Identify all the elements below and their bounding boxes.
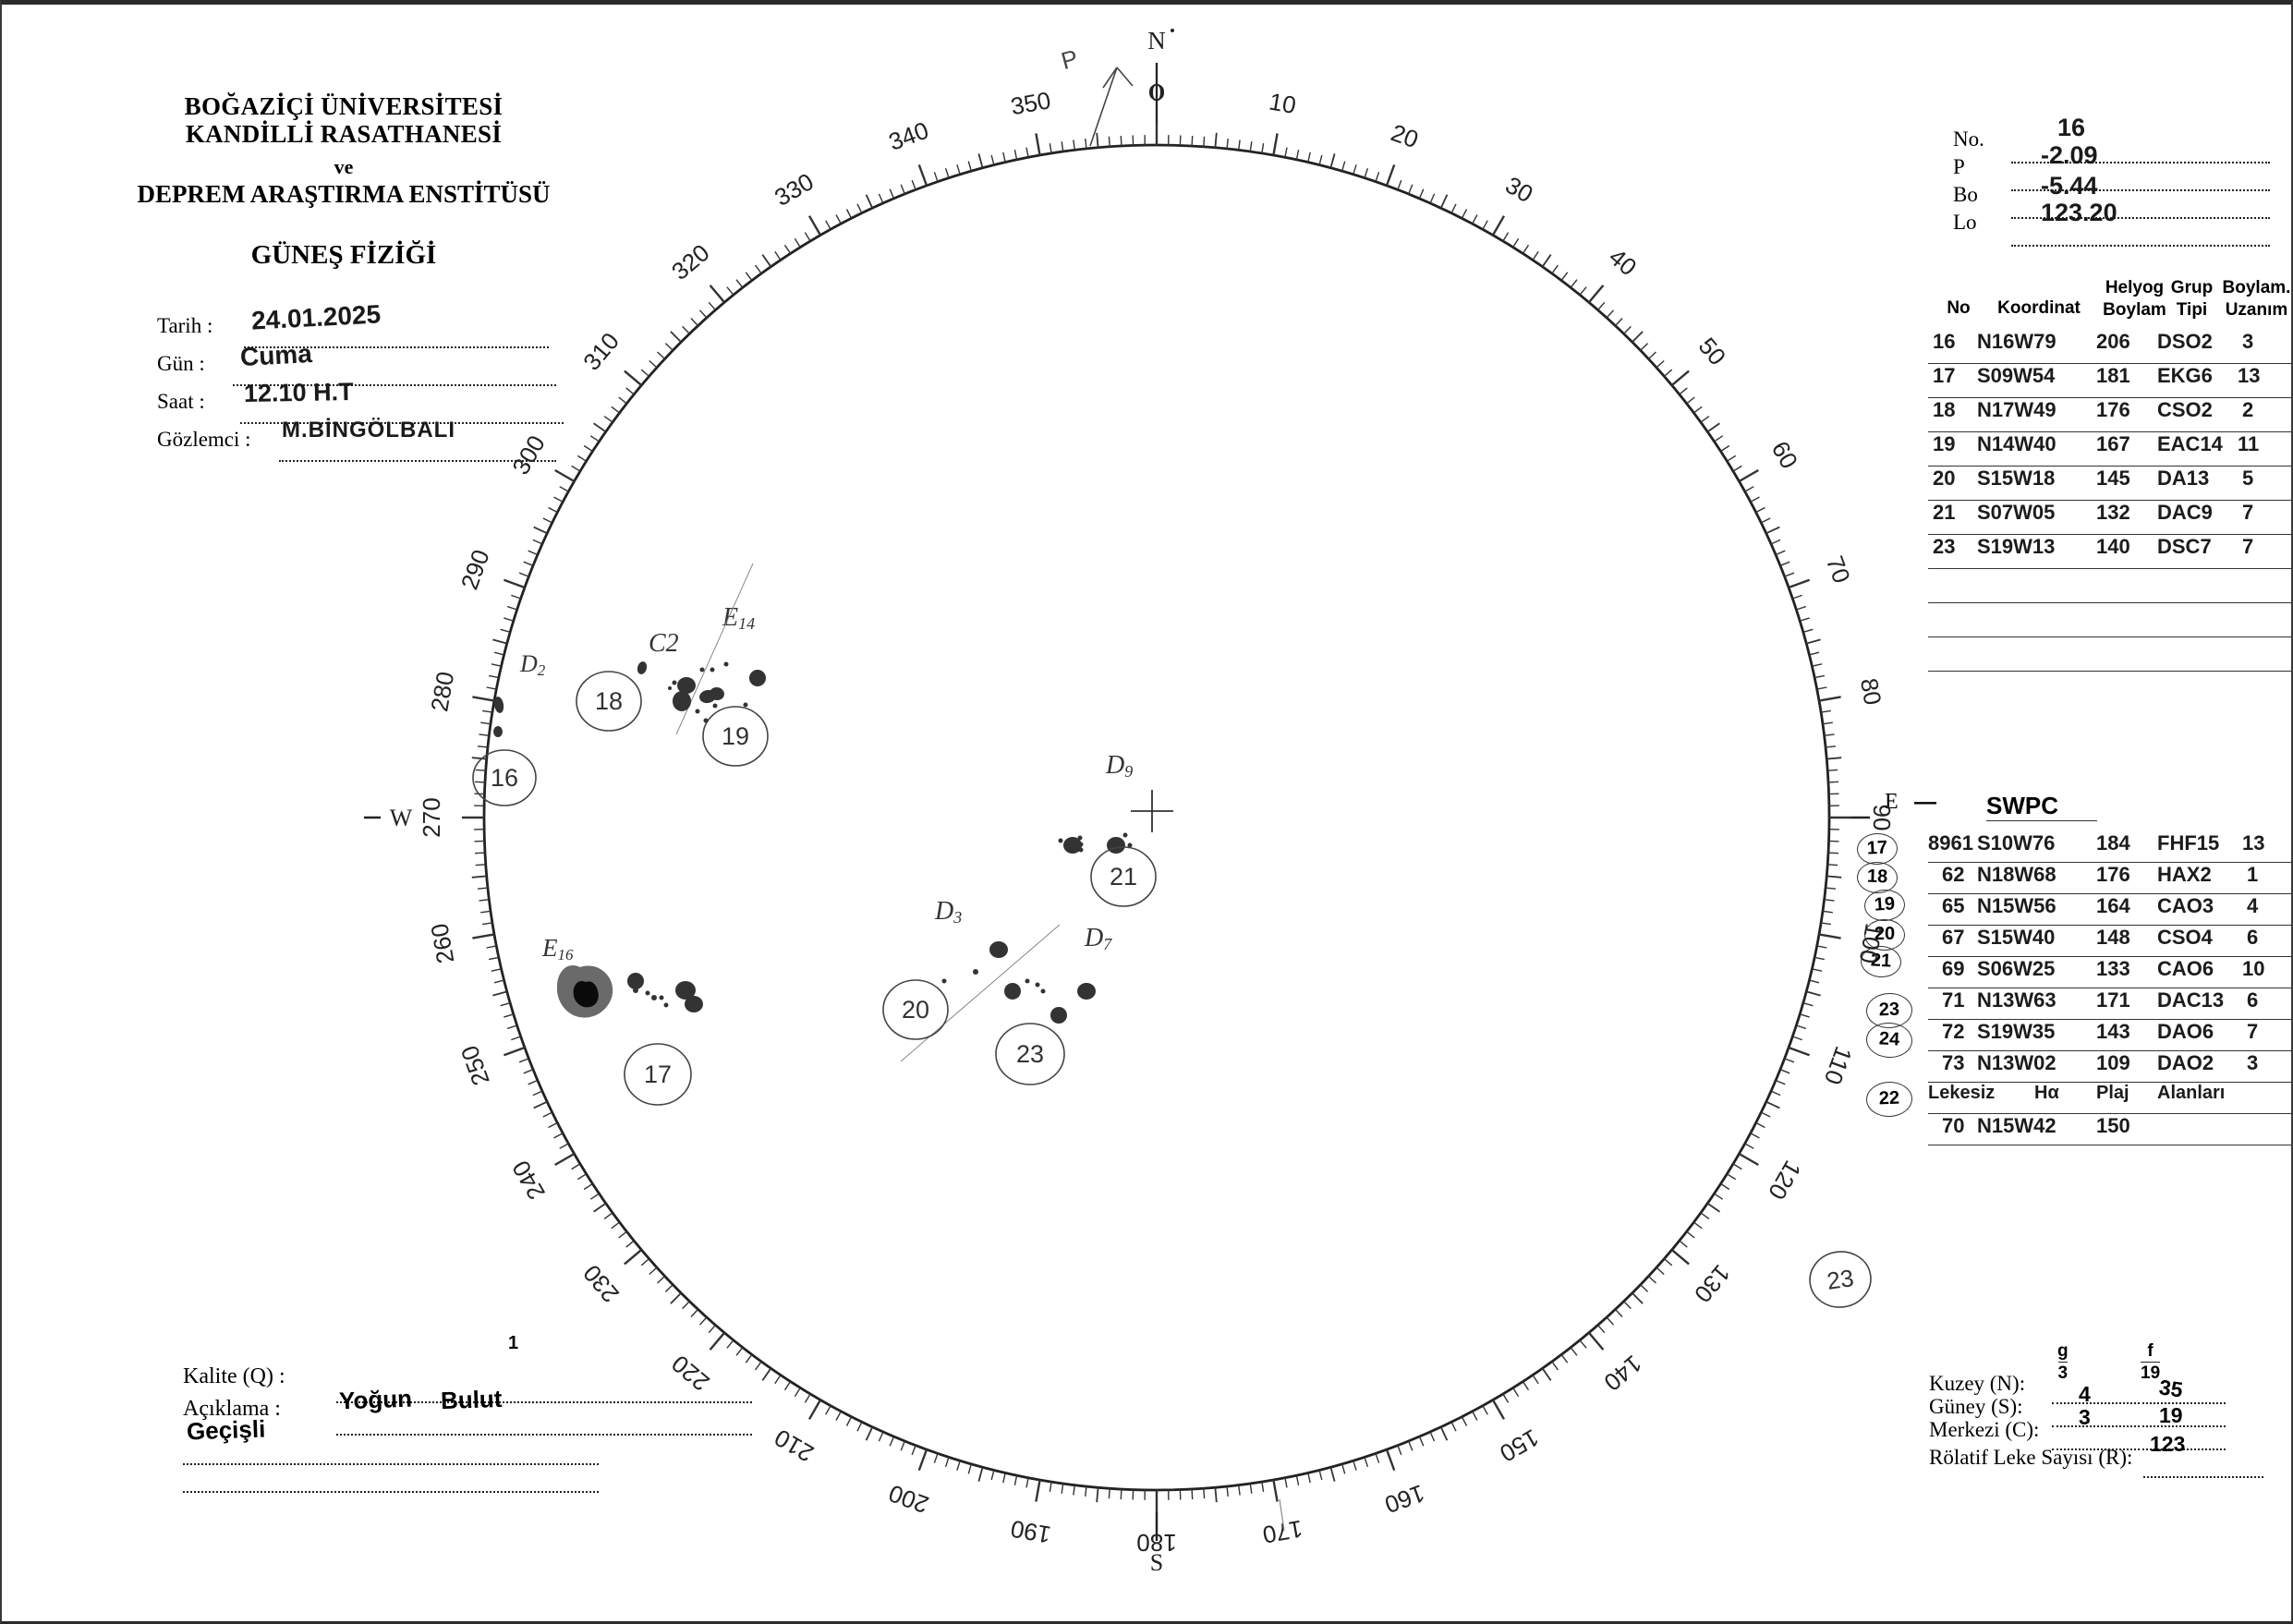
svg-text:120: 120 [1763, 1156, 1807, 1205]
svg-text:18: 18 [595, 687, 623, 715]
svg-text:16: 16 [491, 764, 518, 792]
svg-text:110: 110 [1819, 1043, 1858, 1088]
svg-text:100: 100 [1854, 921, 1888, 965]
svg-text:140: 140 [1598, 1350, 1647, 1397]
svg-text:280: 280 [425, 670, 459, 714]
svg-text:60: 60 [1766, 436, 1803, 473]
svg-text:250: 250 [455, 1042, 495, 1089]
svg-text:D7: D7 [1084, 924, 1112, 953]
svg-text:D3: D3 [934, 897, 962, 927]
svg-text:70: 70 [1821, 552, 1856, 587]
svg-text:E16: E16 [541, 934, 574, 963]
svg-text:D9: D9 [1105, 751, 1133, 781]
svg-text:130: 130 [1689, 1259, 1736, 1308]
svg-text:230: 230 [577, 1259, 625, 1308]
svg-text:260: 260 [425, 921, 459, 965]
svg-text:160: 160 [1381, 1479, 1428, 1519]
svg-text:330: 330 [770, 167, 819, 212]
svg-text:W: W [390, 805, 413, 831]
svg-text:O: O [1148, 80, 1165, 105]
svg-text:19: 19 [722, 722, 749, 750]
svg-text:P: P [1058, 44, 1081, 75]
svg-text:50: 50 [1693, 333, 1732, 370]
svg-text:90: 90 [1868, 805, 1896, 831]
svg-text:220: 220 [666, 1350, 715, 1397]
svg-text:21: 21 [1110, 863, 1137, 891]
svg-text:290: 290 [455, 546, 495, 593]
svg-text:300: 300 [506, 430, 551, 479]
svg-text:200: 200 [885, 1479, 932, 1519]
svg-text:20: 20 [1388, 118, 1422, 153]
svg-text:23: 23 [1016, 1040, 1044, 1068]
svg-text:S: S [1150, 1549, 1163, 1576]
svg-text:N: N [1147, 27, 1166, 55]
svg-text:150: 150 [1495, 1424, 1544, 1468]
svg-text:D2: D2 [519, 650, 546, 679]
svg-text:17: 17 [644, 1060, 672, 1088]
svg-text:320: 320 [666, 238, 715, 285]
svg-text:210: 210 [770, 1424, 819, 1468]
svg-text:340: 340 [885, 116, 932, 156]
svg-text:310: 310 [577, 327, 625, 376]
svg-text:190: 190 [1009, 1515, 1053, 1549]
svg-text:23: 23 [1826, 1264, 1856, 1295]
svg-text:80: 80 [1855, 676, 1887, 708]
svg-text:40: 40 [1604, 243, 1642, 282]
svg-text:10: 10 [1268, 88, 1299, 120]
svg-text:E14: E14 [722, 603, 755, 633]
svg-text:350: 350 [1009, 86, 1053, 120]
svg-text:30: 30 [1501, 171, 1538, 208]
svg-text:270: 270 [418, 797, 445, 837]
svg-text:C2: C2 [649, 629, 679, 658]
svg-text:240: 240 [506, 1156, 551, 1205]
svg-text:20: 20 [902, 996, 929, 1024]
